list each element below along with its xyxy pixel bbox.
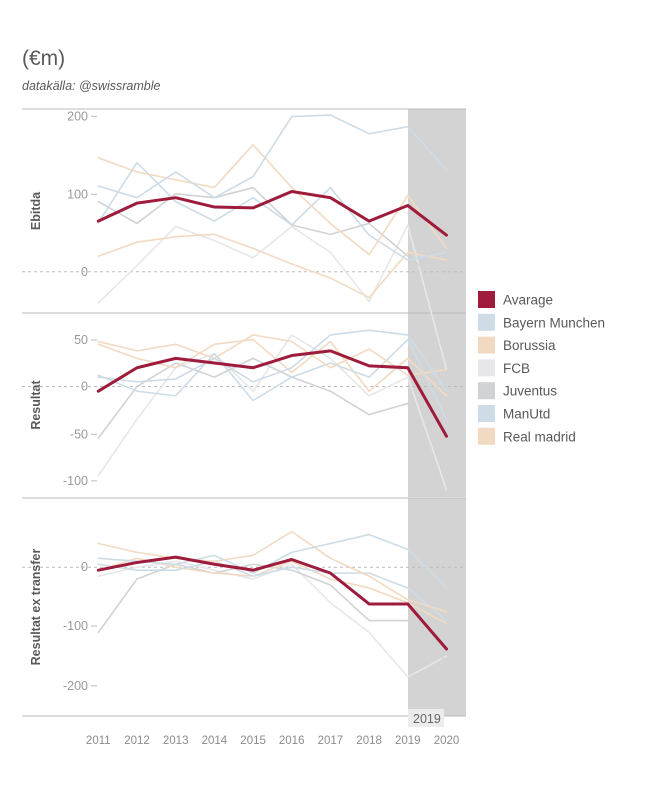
svg-text:Resultat: Resultat [29, 380, 43, 430]
svg-text:Borussia: Borussia [503, 338, 556, 353]
svg-text:200: 200 [67, 109, 88, 123]
svg-text:Juventus: Juventus [503, 384, 557, 399]
svg-text:-100: -100 [63, 474, 88, 488]
svg-text:Avarage: Avarage [503, 293, 553, 308]
svg-text:2011: 2011 [86, 735, 111, 747]
svg-text:0: 0 [81, 380, 88, 394]
svg-text:2015: 2015 [240, 735, 266, 747]
svg-text:2020: 2020 [434, 735, 460, 747]
svg-text:2019: 2019 [413, 712, 441, 726]
svg-text:Real madrid: Real madrid [503, 429, 576, 444]
svg-text:2016: 2016 [279, 735, 305, 747]
svg-text:-100: -100 [63, 619, 88, 633]
svg-text:-200: -200 [63, 679, 88, 693]
svg-text:FCB: FCB [503, 361, 530, 376]
svg-text:Resultat ex transfer: Resultat ex transfer [29, 549, 43, 666]
svg-text:ManUtd: ManUtd [503, 407, 550, 422]
svg-text:0: 0 [81, 265, 88, 279]
svg-text:2017: 2017 [318, 735, 344, 747]
svg-text:100: 100 [67, 187, 88, 201]
svg-text:Bayern Munchen: Bayern Munchen [503, 315, 605, 330]
svg-text:2013: 2013 [163, 735, 189, 747]
svg-text:-50: -50 [70, 427, 88, 441]
svg-text:2012: 2012 [124, 735, 150, 747]
svg-text:Ebitda: Ebitda [29, 191, 43, 230]
svg-text:2018: 2018 [356, 735, 382, 747]
svg-text:0: 0 [81, 560, 88, 574]
svg-text:2014: 2014 [202, 735, 228, 747]
svg-text:50: 50 [74, 333, 88, 347]
svg-text:2019: 2019 [395, 735, 421, 747]
